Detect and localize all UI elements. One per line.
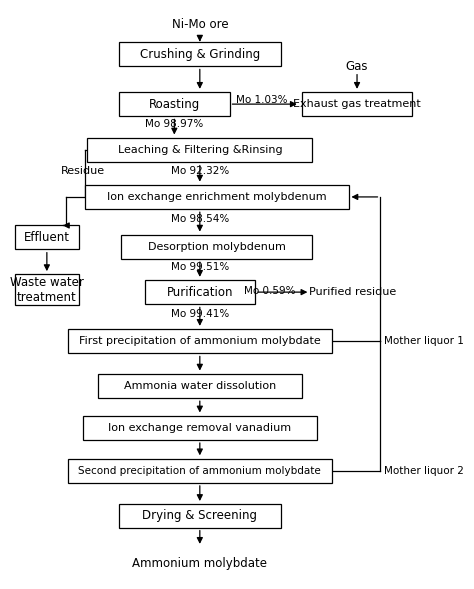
Text: Mother liquor 1: Mother liquor 1 [384, 336, 464, 346]
Text: Drying & Screening: Drying & Screening [142, 509, 257, 522]
Text: Ammonium molybdate: Ammonium molybdate [132, 557, 267, 570]
FancyBboxPatch shape [85, 185, 348, 209]
Text: Desorption molybdenum: Desorption molybdenum [148, 242, 286, 252]
Text: Exhaust gas treatment: Exhaust gas treatment [293, 99, 421, 109]
FancyBboxPatch shape [98, 374, 302, 398]
Text: Mo 0.59%: Mo 0.59% [244, 286, 296, 296]
Text: Mo 92.32%: Mo 92.32% [171, 166, 229, 176]
FancyBboxPatch shape [121, 235, 312, 259]
FancyBboxPatch shape [119, 504, 281, 528]
Text: Mo 99.51%: Mo 99.51% [171, 262, 229, 272]
Text: Second precipitation of ammonium molybdate: Second precipitation of ammonium molybda… [78, 465, 321, 475]
FancyBboxPatch shape [119, 42, 281, 66]
FancyBboxPatch shape [87, 138, 312, 162]
FancyBboxPatch shape [68, 329, 331, 353]
Text: Ammonia water dissolution: Ammonia water dissolution [124, 381, 276, 391]
Text: Gas: Gas [346, 59, 368, 72]
FancyBboxPatch shape [145, 280, 255, 304]
Text: Ion exchange enrichment molybdenum: Ion exchange enrichment molybdenum [107, 192, 327, 202]
FancyBboxPatch shape [68, 459, 331, 482]
FancyBboxPatch shape [15, 274, 79, 305]
Text: First precipitation of ammonium molybdate: First precipitation of ammonium molybdat… [79, 336, 321, 346]
FancyBboxPatch shape [119, 92, 229, 116]
Text: Waste water
treatment: Waste water treatment [10, 276, 84, 304]
Text: Crushing & Grinding: Crushing & Grinding [140, 48, 260, 61]
Text: Purification: Purification [166, 286, 233, 299]
Text: Residue: Residue [61, 166, 105, 176]
Text: Mo 1.03%: Mo 1.03% [236, 95, 287, 105]
FancyBboxPatch shape [83, 416, 317, 439]
Text: Effluent: Effluent [24, 231, 70, 244]
Text: Mo 98.97%: Mo 98.97% [145, 119, 203, 129]
FancyBboxPatch shape [302, 92, 412, 116]
Text: Mother liquor 2: Mother liquor 2 [384, 465, 464, 475]
Text: Roasting: Roasting [149, 98, 200, 111]
Text: Mo 98.54%: Mo 98.54% [171, 214, 229, 224]
Text: Ion exchange removal vanadium: Ion exchange removal vanadium [108, 423, 292, 433]
Text: Ni-Mo ore: Ni-Mo ore [172, 18, 228, 31]
Text: Mo 99.41%: Mo 99.41% [171, 309, 229, 319]
FancyBboxPatch shape [15, 226, 79, 249]
Text: Leaching & Filtering &Rinsing: Leaching & Filtering &Rinsing [118, 145, 282, 155]
Text: Purified residue: Purified residue [309, 287, 396, 297]
